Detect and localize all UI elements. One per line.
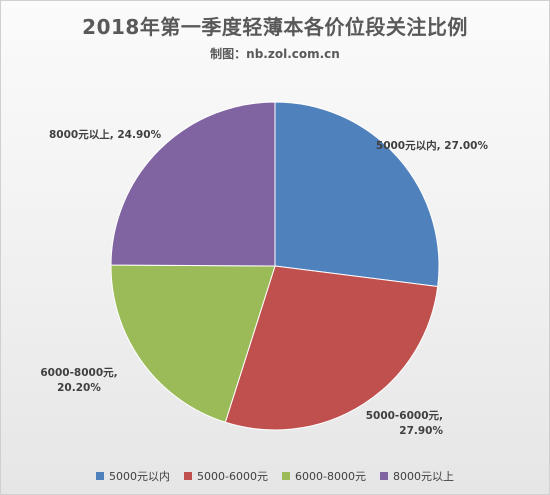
data-label-1: 5000元以内, 27.00%	[376, 139, 489, 152]
pie-slice-2	[224, 265, 439, 431]
data-label-3: 6000-8000元, 20.20%	[40, 367, 117, 394]
pie-slice-1	[274, 101, 440, 288]
pie-slice-3	[110, 264, 276, 423]
legend-label: 5000元以内	[109, 470, 171, 483]
legend-swatch	[379, 472, 388, 480]
legend-item-4: 8000元以上	[379, 468, 454, 484]
legend-swatch	[184, 472, 193, 480]
chart-title: 2018年第一季度轻薄本各价位段关注比例	[82, 15, 468, 39]
legend-item-1: 5000元以内	[96, 468, 170, 484]
data-label-2: 5000-6000元, 27.90%	[366, 410, 444, 437]
legend-label: 6000-8000元	[295, 470, 366, 483]
chart-subtitle: 制图：nb.zol.com.cn	[210, 47, 340, 61]
pie-slice-4	[110, 101, 276, 267]
legend-label: 8000元以上	[392, 470, 454, 483]
chart-legend: 5000元以内 5000-6000元 6000-8000元 8000元以上	[1, 468, 549, 484]
legend-item-2: 5000-6000元	[184, 468, 268, 484]
legend-swatch	[96, 472, 105, 480]
legend-item-3: 6000-8000元	[282, 468, 366, 484]
data-label-4: 8000元以上, 24.90%	[49, 128, 162, 141]
legend-swatch	[282, 472, 290, 480]
legend-label: 5000-6000元	[197, 470, 268, 483]
